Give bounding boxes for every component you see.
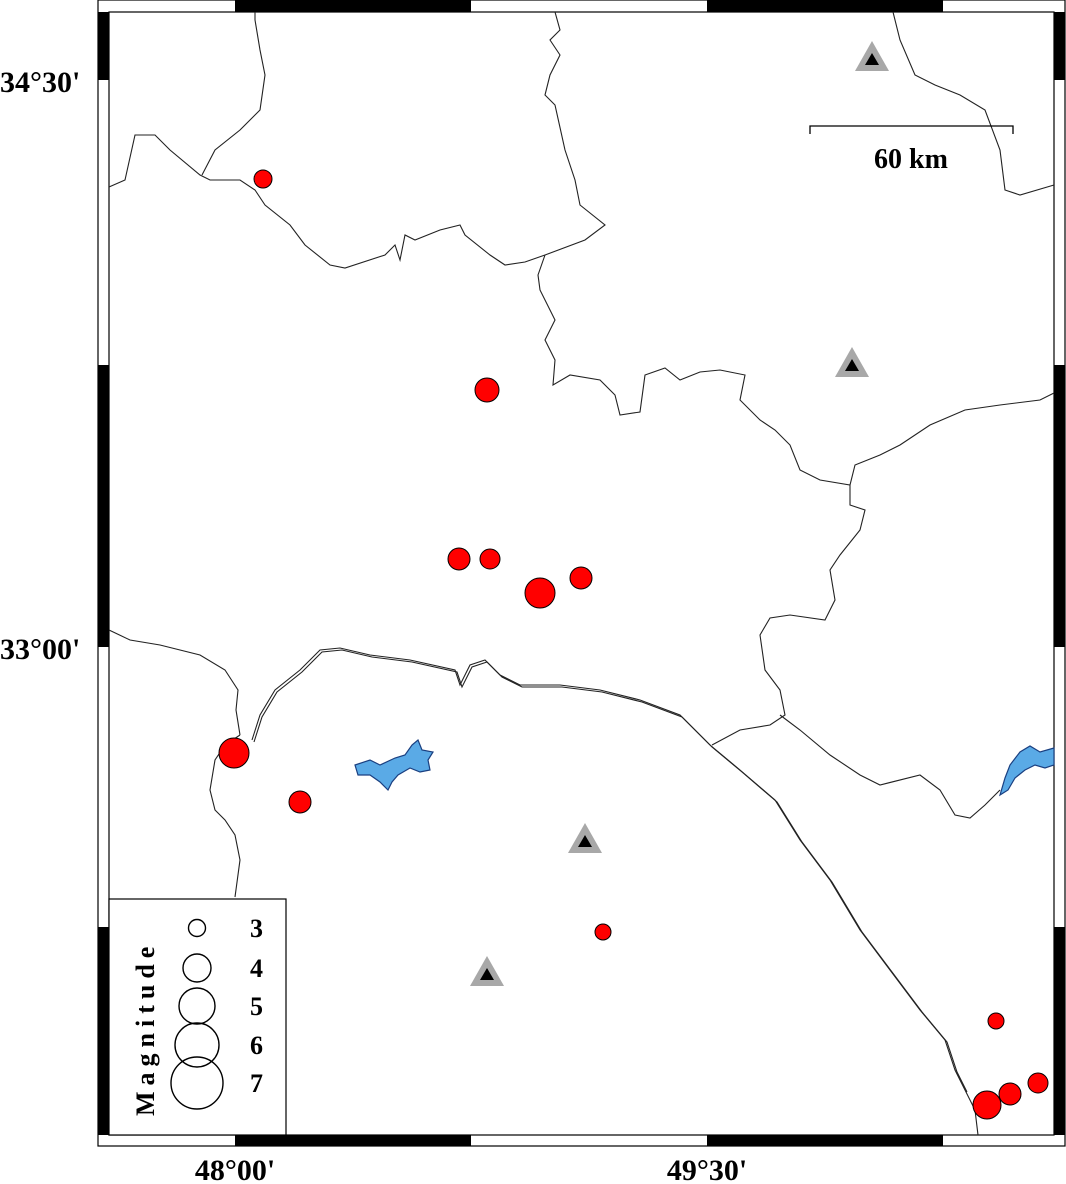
lon-label: 48°00' — [195, 1154, 275, 1184]
legend-circle-icon — [187, 918, 207, 938]
boundary-line — [779, 714, 1001, 819]
earthquake-event — [569, 566, 593, 590]
legend-circle-icon — [182, 953, 212, 983]
boundary-line — [892, 11, 1055, 196]
earthquake-event — [447, 547, 471, 571]
legend-label: 4 — [250, 954, 263, 983]
frame-bar — [98, 12, 109, 80]
frame-bar — [707, 0, 943, 12]
boundary-line — [201, 12, 266, 176]
legend-label: 3 — [250, 914, 263, 943]
frame-bar — [235, 0, 471, 12]
water-bodies — [354, 739, 1055, 797]
boundary-line — [253, 649, 968, 1093]
seismic-stations — [470, 41, 889, 986]
legend-box — [108, 898, 287, 1136]
legend-title: Magnitude — [131, 941, 160, 1116]
scale-bar-line — [809, 125, 1014, 134]
boundary-line — [537, 254, 1055, 486]
frame-bar — [1054, 12, 1065, 80]
earthquake-event — [479, 548, 501, 570]
frame-bar — [98, 927, 109, 1135]
lon-label: 49°30' — [667, 1154, 747, 1184]
frame-bar — [1054, 927, 1065, 1135]
earthquake-event — [253, 169, 273, 189]
earthquake-event — [288, 790, 312, 814]
lake — [998, 745, 1055, 797]
earthquake-event — [524, 577, 556, 609]
frame-bar — [707, 1135, 943, 1146]
frame-bar — [235, 1135, 471, 1146]
earthquake-event — [594, 923, 612, 941]
frame-bar — [1054, 365, 1065, 647]
earthquake-event — [972, 1090, 1002, 1120]
legend: Magnitude 3 4 5 6 7 — [108, 898, 287, 1136]
axis-labels: 34°30' 33°00' 48°00' 49°30' — [0, 66, 747, 1184]
earthquake-event — [474, 377, 500, 403]
boundary-line — [108, 11, 606, 269]
legend-label: 7 — [250, 1069, 263, 1098]
earthquake-event — [998, 1082, 1022, 1106]
station-triangle-icon — [835, 347, 869, 377]
frame-bar — [98, 365, 109, 647]
lake — [354, 739, 434, 792]
scale-bar-label: 60 km — [874, 144, 948, 175]
boundary-line — [108, 629, 241, 736]
legend-circle-icon — [170, 1056, 224, 1110]
earthquake-events — [218, 169, 1049, 1120]
boundary-line — [251, 647, 979, 1136]
scale-bar: 60 km — [809, 125, 1014, 175]
station-triangle-icon — [470, 956, 504, 986]
legend-circle-icon — [178, 987, 216, 1025]
legend-label: 5 — [250, 992, 263, 1021]
map-frame — [97, 0, 1066, 1147]
earthquake-event — [1027, 1072, 1049, 1094]
station-triangle-icon — [568, 823, 602, 853]
lat-label: 33°00' — [0, 633, 80, 666]
earthquake-event — [987, 1012, 1005, 1030]
boundary-line — [711, 485, 866, 746]
station-triangle-icon — [855, 41, 889, 71]
legend-label: 6 — [250, 1031, 263, 1060]
lat-label: 34°30' — [0, 66, 80, 99]
earthquake-event — [218, 737, 250, 769]
legend-circle-icon — [174, 1022, 220, 1068]
